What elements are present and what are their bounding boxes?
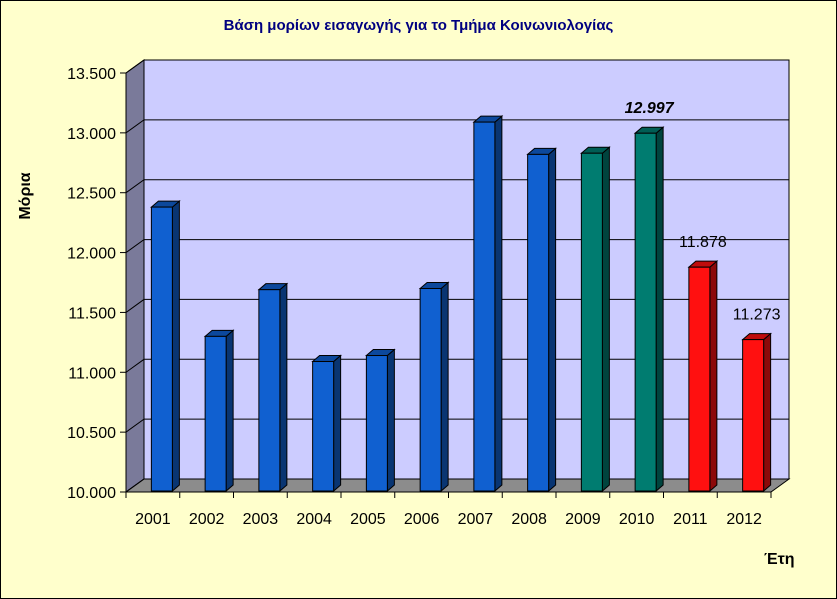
bar-side-2010 (655, 126, 664, 493)
bar-2006 (419, 287, 442, 492)
x-axis-label: Έτη (764, 551, 795, 568)
bar-side-2002 (225, 329, 234, 493)
y-tick-label: 10.500 (67, 425, 116, 442)
bar-side-2001 (171, 199, 180, 493)
y-tick-label: 12.500 (67, 186, 116, 203)
x-tick-label: 2002 (189, 511, 225, 528)
bar-2004 (312, 361, 335, 492)
x-tick-label: 2003 (243, 511, 279, 528)
gridline (125, 298, 789, 313)
bar-side-2012 (763, 332, 772, 493)
bar-2008 (527, 153, 550, 492)
bar-side-2006 (440, 281, 449, 493)
gridline (125, 239, 789, 253)
y-tick-label: 13.000 (67, 126, 116, 143)
x-tick-label: 2005 (350, 511, 386, 528)
gridline (125, 179, 789, 194)
bar-2011 (688, 266, 711, 492)
x-tick-label: 2011 (673, 511, 708, 528)
bar-2009 (580, 152, 603, 492)
plot-area (143, 59, 790, 480)
side-wall (125, 59, 145, 493)
bar-side-2007 (494, 114, 503, 493)
y-tick-label: 13.500 (67, 66, 116, 83)
bar-2012 (742, 339, 765, 492)
bar-2001 (150, 206, 173, 492)
y-tick-label: 10.000 (67, 485, 116, 502)
bar-2003 (258, 289, 281, 492)
data-label-2012: 11.273 (733, 307, 781, 324)
x-tick-label: 2010 (619, 511, 655, 528)
gridline (125, 478, 789, 493)
bar-side-2008 (548, 147, 557, 493)
bar-2002 (204, 335, 227, 492)
data-label-2011: 11.878 (679, 234, 727, 251)
x-tick-label: 2007 (458, 511, 494, 528)
gridline (125, 59, 789, 74)
x-tick-label: 2006 (404, 511, 440, 528)
x-tick-label: 2009 (565, 511, 601, 528)
bar-2005 (365, 355, 388, 492)
bar-2010 (634, 132, 657, 492)
bar-side-2005 (386, 348, 395, 493)
bar-2007 (473, 121, 496, 492)
y-tick-label: 11.000 (68, 365, 116, 382)
bar-side-2009 (601, 146, 610, 493)
data-label-2010: 12.997 (625, 100, 675, 117)
bar-side-2011 (709, 260, 718, 493)
gridline (125, 418, 789, 433)
y-tick-label: 12.000 (67, 246, 116, 263)
x-tick-label: 2008 (511, 511, 547, 528)
gridline (125, 119, 789, 134)
y-tick-label: 11.500 (68, 305, 116, 322)
x-tick-label: 2001 (135, 511, 171, 528)
x-tick-label: 2012 (726, 511, 762, 528)
x-tick-label: 2004 (296, 511, 332, 528)
chart-title: Βάση μορίων εισαγωγής για το Τμήμα Κοινω… (223, 17, 614, 34)
gridline (125, 358, 789, 373)
bar-side-2004 (333, 354, 342, 493)
bar-side-2003 (279, 282, 288, 493)
